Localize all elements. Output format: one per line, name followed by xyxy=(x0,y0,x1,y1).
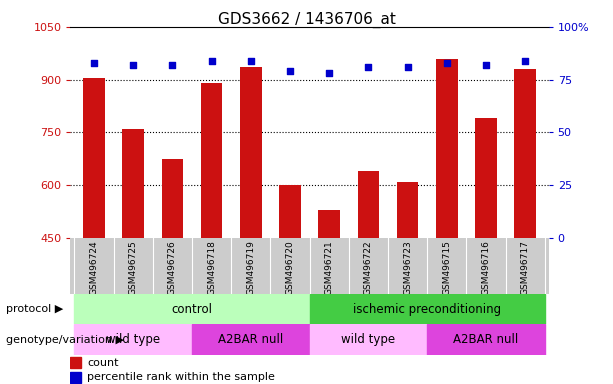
Text: GSM496723: GSM496723 xyxy=(403,240,412,295)
Text: GDS3662 / 1436706_at: GDS3662 / 1436706_at xyxy=(218,12,395,28)
Bar xyxy=(357,171,379,238)
Bar xyxy=(514,69,536,238)
Text: A2BAR null: A2BAR null xyxy=(453,333,519,346)
Text: GSM496719: GSM496719 xyxy=(246,240,255,295)
Bar xyxy=(240,67,262,238)
Bar xyxy=(83,78,105,238)
Bar xyxy=(123,129,144,238)
Text: count: count xyxy=(87,358,119,368)
Bar xyxy=(201,83,223,238)
Text: GSM496724: GSM496724 xyxy=(89,240,99,295)
Bar xyxy=(310,324,427,355)
Text: wild type: wild type xyxy=(341,333,395,346)
Text: GSM496725: GSM496725 xyxy=(129,240,138,295)
Text: A2BAR null: A2BAR null xyxy=(218,333,283,346)
Point xyxy=(128,62,138,68)
Point xyxy=(246,58,256,64)
Point xyxy=(520,58,530,64)
Point xyxy=(207,58,216,64)
Text: GSM496726: GSM496726 xyxy=(168,240,177,295)
Text: protocol ▶: protocol ▶ xyxy=(6,304,63,314)
Point xyxy=(403,64,413,70)
Bar xyxy=(279,185,301,238)
Point xyxy=(481,62,491,68)
Bar xyxy=(427,324,545,355)
Bar xyxy=(192,324,310,355)
Point xyxy=(167,62,177,68)
Text: GSM496716: GSM496716 xyxy=(481,240,490,295)
Point xyxy=(324,70,334,76)
Bar xyxy=(436,59,457,238)
Text: genotype/variation ▶: genotype/variation ▶ xyxy=(6,335,124,345)
Text: wild type: wild type xyxy=(106,333,160,346)
Text: GSM496715: GSM496715 xyxy=(442,240,451,295)
Bar xyxy=(397,182,418,238)
Bar xyxy=(318,210,340,238)
Point xyxy=(442,60,452,66)
Bar xyxy=(70,357,81,368)
Text: GSM496722: GSM496722 xyxy=(364,240,373,295)
Bar xyxy=(70,372,81,382)
Text: ischemic preconditioning: ischemic preconditioning xyxy=(353,303,501,316)
Text: control: control xyxy=(172,303,213,316)
Point xyxy=(89,60,99,66)
Text: GSM496720: GSM496720 xyxy=(286,240,294,295)
Bar xyxy=(162,159,183,238)
Bar xyxy=(475,118,497,238)
Text: GSM496721: GSM496721 xyxy=(325,240,333,295)
Bar xyxy=(310,294,545,324)
Point xyxy=(364,64,373,70)
Point xyxy=(285,68,295,74)
Bar xyxy=(74,324,192,355)
Text: percentile rank within the sample: percentile rank within the sample xyxy=(87,372,275,382)
Text: GSM496718: GSM496718 xyxy=(207,240,216,295)
Text: GSM496717: GSM496717 xyxy=(520,240,530,295)
Bar xyxy=(74,294,310,324)
